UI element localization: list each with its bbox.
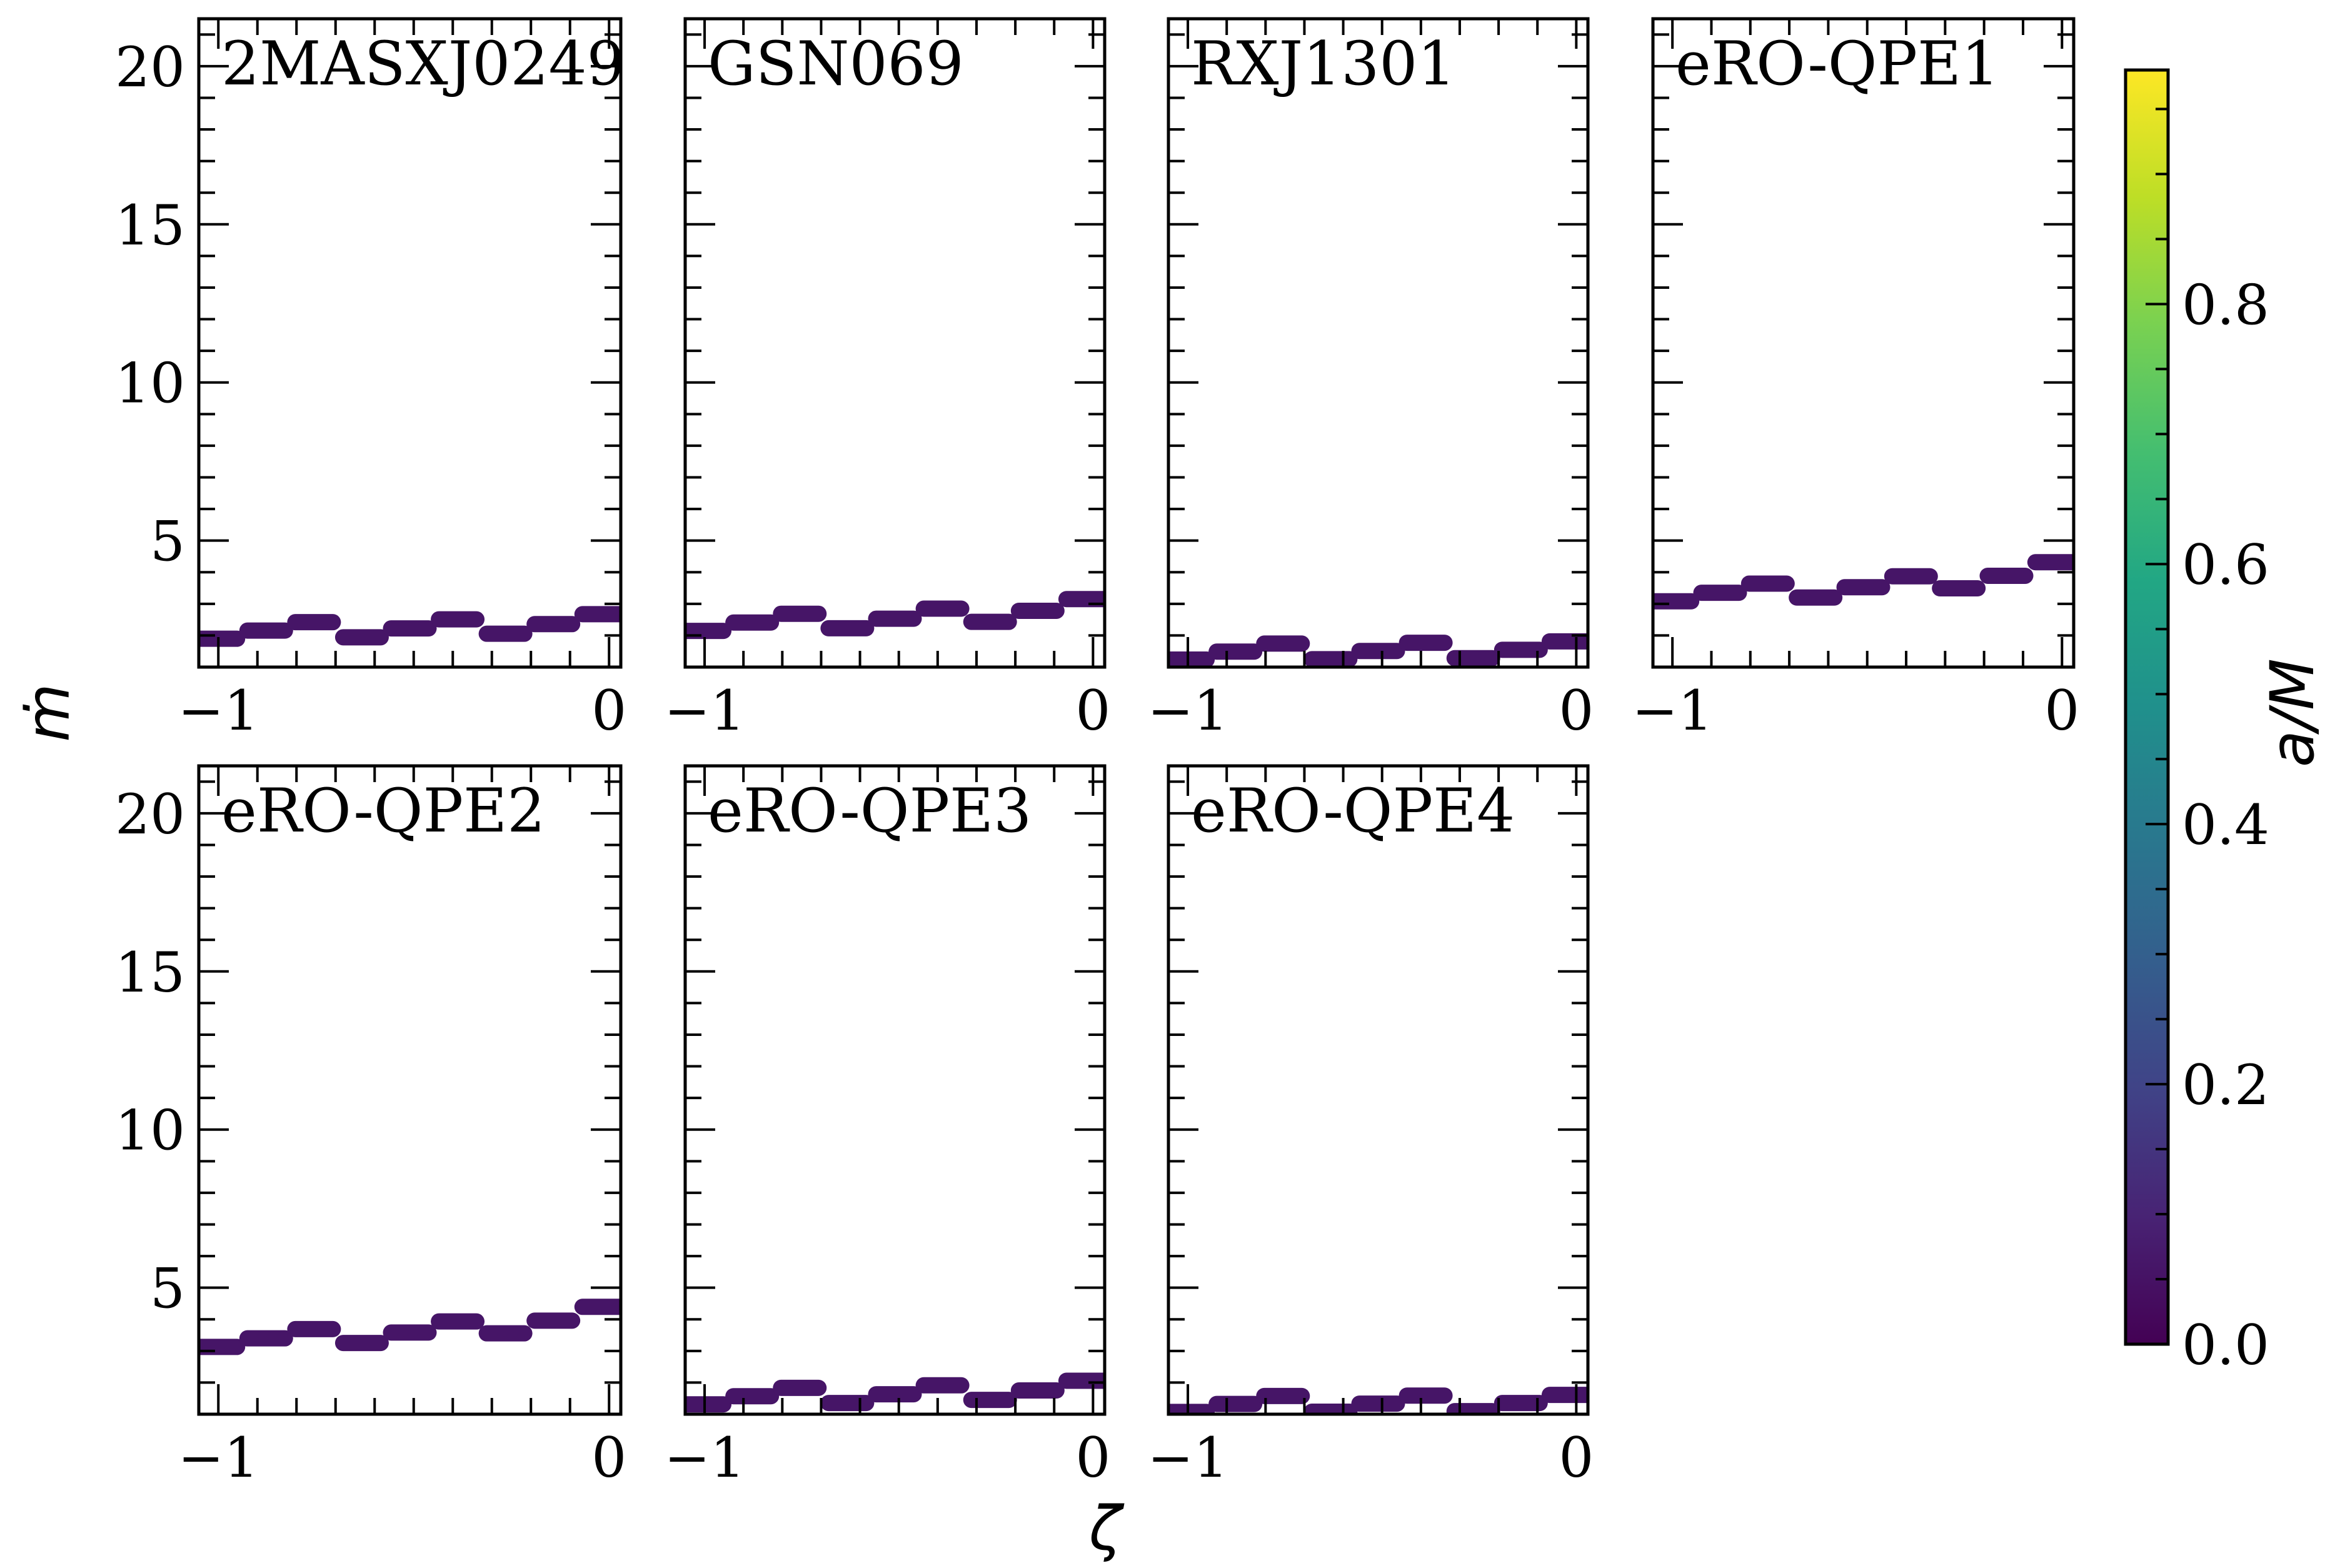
- x-tick-label: −1: [178, 1425, 259, 1490]
- panel-ero-qpe4: −1 0 eRO-QPE4: [1147, 764, 1594, 1490]
- axes-frame: [1651, 17, 2076, 669]
- panel-ero-qpe1: −1 0 eRO-QPE1: [1632, 17, 2079, 743]
- colorbar-label: a/M: [2257, 658, 2327, 767]
- axes-frame: [197, 764, 623, 1416]
- y-axis-label: ṁ: [13, 683, 83, 742]
- data-region: [1168, 633, 1588, 667]
- colorbar-tick-label: 0.2: [2182, 1053, 2269, 1117]
- colorbar-gradient: [2124, 68, 2170, 1346]
- x-tick-label: −1: [1147, 678, 1228, 743]
- panel-gsn069: −1 0 GSN069: [664, 17, 1110, 743]
- data-region: [685, 591, 1105, 640]
- x-tick-label: −1: [1147, 1425, 1228, 1490]
- x-tick-label: −1: [178, 678, 259, 743]
- panel-title: GSN069: [708, 29, 964, 99]
- panel-title: eRO-QPE3: [708, 776, 1032, 846]
- axes-frame: [197, 17, 623, 669]
- x-tick-label: 0: [1559, 1425, 1594, 1490]
- panel-2masxj0249: −1 0 5 10 15 20 2MASXJ0249: [115, 17, 626, 743]
- data-region: [199, 606, 621, 647]
- data-region: [1168, 1387, 1588, 1414]
- panel-ero-qpe2: −1 0 5 10 15 20 eRO-QPE2: [115, 764, 626, 1490]
- y-tick-label: 5: [150, 510, 185, 574]
- axes-frame: [683, 764, 1107, 1416]
- axes-frame: [1167, 17, 1590, 669]
- ticks: [685, 19, 1105, 667]
- panel-ero-qpe3: −1 0 eRO-QPE3: [664, 764, 1110, 1490]
- y-tick-label: 15: [115, 940, 185, 1005]
- x-tick-label: 0: [1559, 678, 1594, 743]
- y-tick-label: 10: [115, 351, 185, 416]
- ticks: [1168, 766, 1588, 1414]
- colorbar-tick-label: 0.6: [2182, 533, 2269, 597]
- ticks: [1653, 19, 2074, 667]
- y-tick-label: 15: [115, 193, 185, 258]
- data-region: [199, 1299, 621, 1355]
- panel-title: eRO-QPE1: [1675, 29, 1999, 99]
- ticks: [199, 766, 621, 1414]
- ticks: [1168, 19, 1588, 667]
- x-tick-label: 0: [2044, 678, 2079, 743]
- axes-frame: [1167, 764, 1590, 1416]
- data-region: [685, 1372, 1105, 1413]
- y-tick-label: 20: [115, 782, 185, 847]
- x-tick-label: 0: [1075, 1425, 1110, 1490]
- panel-rxj1301: −1 0 RXJ1301: [1147, 17, 1594, 743]
- x-tick-label: 0: [1075, 678, 1110, 743]
- axes-frame: [683, 17, 1107, 669]
- panel-title: RXJ1301: [1191, 29, 1455, 99]
- colorbar-tick-label: 0.4: [2182, 793, 2269, 857]
- y-tick-label: 5: [150, 1257, 185, 1321]
- x-tick-label: −1: [664, 1425, 745, 1490]
- panel-title: eRO-QPE4: [1191, 776, 1515, 846]
- y-tick-label: 20: [115, 35, 185, 99]
- ticks: [199, 19, 621, 667]
- panel-title: eRO-QPE2: [221, 776, 545, 846]
- y-tick-label: 10: [115, 1098, 185, 1163]
- colorbar: a/M 0.0 0.2 0.4 0.6 0.8: [2124, 68, 2327, 1377]
- colorbar-tick-label: 0.8: [2182, 273, 2269, 337]
- x-tick-label: −1: [1632, 678, 1713, 743]
- panel-title: 2MASXJ0249: [221, 29, 625, 99]
- x-tick-label: 0: [591, 678, 626, 743]
- ticks: [685, 766, 1105, 1414]
- x-axis-label: ζ: [1088, 1494, 1125, 1564]
- data-region: [1653, 554, 2074, 610]
- x-tick-label: 0: [591, 1425, 626, 1490]
- x-tick-label: −1: [664, 678, 745, 743]
- colorbar-tick-label: 0.0: [2182, 1313, 2269, 1377]
